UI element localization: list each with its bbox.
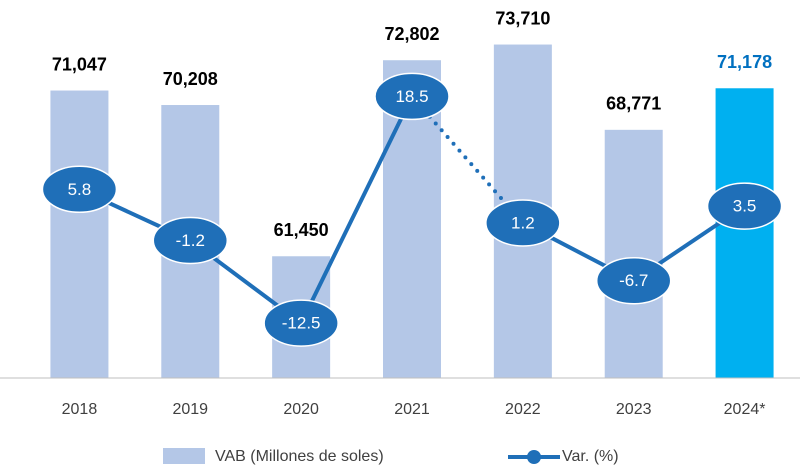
bar-value-label: 71,178 [717,52,772,72]
line-value-label: -6.7 [619,271,648,290]
line-value-label: 18.5 [395,87,428,106]
bar-value-label: 72,802 [384,24,439,44]
bar [715,88,774,378]
x-tick-label: 2018 [62,401,98,418]
legend-label: Var. (%) [562,448,619,465]
bar-value-label: 68,771 [606,94,661,114]
x-tick-label: 2022 [505,401,541,418]
line-marker [152,216,229,265]
line-marker [263,299,339,347]
bar-value-label: 61,450 [274,220,329,240]
line-marker [595,256,672,305]
legend-swatch-bar [163,448,205,464]
x-tick-label: 2020 [283,401,319,418]
line-value-label: -12.5 [282,314,321,333]
line-value-label: 5.8 [68,180,92,199]
line-segment [410,94,525,225]
bar-value-label: 71,047 [52,54,107,74]
line-segment [299,95,414,325]
line-marker [41,165,118,214]
legend-label: VAB (Millones de soles) [215,448,384,465]
x-tick-label: 2023 [616,401,652,418]
bar [604,129,663,378]
line-value-label: 1.2 [511,213,535,232]
bar [50,90,109,378]
line-marker [706,182,783,230]
bar-value-label: 73,710 [495,8,550,28]
line-marker [485,199,561,247]
legend-swatch-marker [527,450,541,464]
x-tick-label: 2024* [724,401,766,418]
line-value-label: 3.5 [733,197,757,216]
bar-value-label: 70,208 [163,69,218,89]
line-marker [374,72,450,121]
line-value-label: -1.2 [176,231,205,250]
x-tick-label: 2021 [394,401,430,418]
x-tick-label: 2019 [172,401,208,418]
